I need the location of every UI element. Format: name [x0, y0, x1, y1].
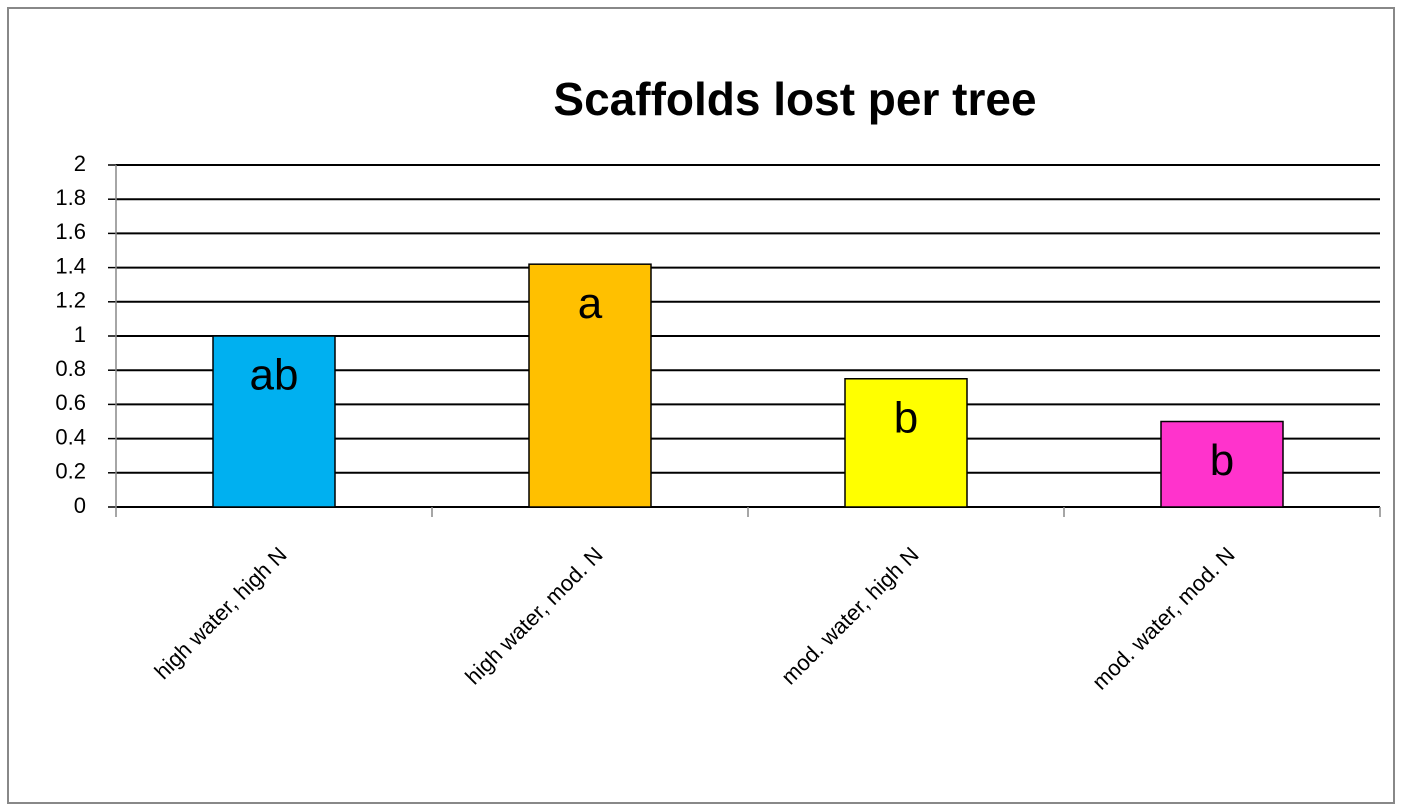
bar-annotation: ab [250, 351, 299, 400]
chart-title: Scaffolds lost per tree [553, 73, 1036, 125]
y-tick-label: 1.8 [55, 185, 86, 210]
y-tick-label: 1 [74, 322, 86, 347]
y-tick-label: 1.2 [55, 288, 86, 313]
bar-annotation: a [578, 279, 603, 328]
bar [528, 263, 652, 508]
bar [844, 378, 968, 508]
y-tick-label: 0.4 [55, 424, 86, 449]
bar-annotation: b [894, 393, 918, 442]
y-tick-label: 0.8 [55, 356, 86, 381]
y-tick-label: 1.6 [55, 219, 86, 244]
y-tick-label: 0.6 [55, 390, 86, 415]
y-tick-label: 0 [74, 493, 86, 518]
bar [212, 335, 336, 508]
y-tick-label: 2 [74, 151, 86, 176]
bar [1160, 420, 1284, 508]
bar-annotation: b [1210, 436, 1234, 485]
y-tick-label: 0.2 [55, 459, 86, 484]
y-tick-label: 1.4 [55, 253, 86, 278]
